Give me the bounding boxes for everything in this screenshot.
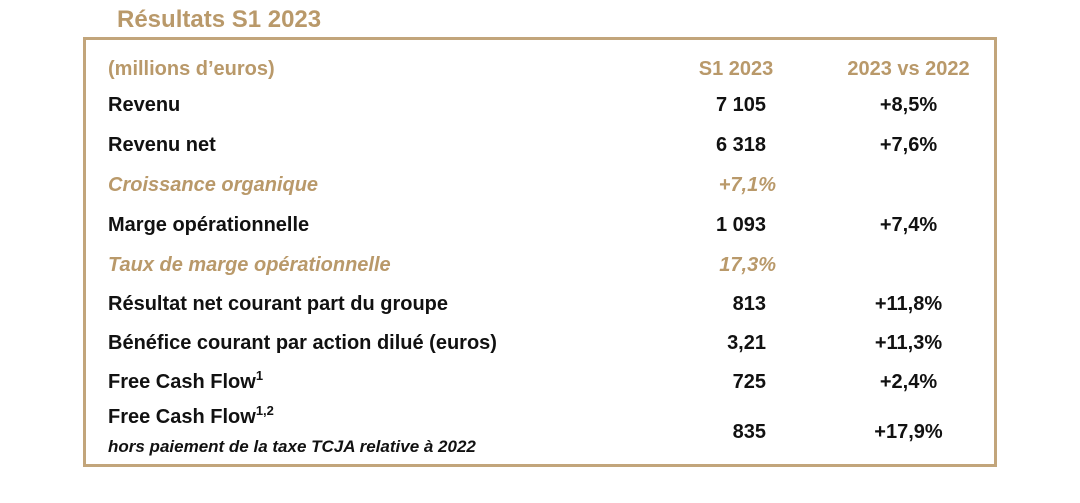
table-row-marge-operationnelle: Marge opérationnelle 1 093 +7,4% [86, 205, 994, 245]
results-table: (millions d’euros) S1 2023 2023 vs 2022 … [83, 37, 997, 467]
row-label: Croissance organique [108, 174, 319, 196]
row-variation: +11,3% [874, 332, 943, 354]
page-title: Résultats S1 2023 [117, 6, 322, 33]
table-row-revenu: Revenu 7 105 +8,5% [86, 85, 994, 125]
row-value: 725 [732, 371, 766, 393]
row-sublabel: hors paiement de la taxe TCJA relative à… [108, 437, 476, 456]
variation-header: 2023 vs 2022 [847, 58, 970, 80]
row-value: 813 [732, 293, 766, 315]
row-value: 3,21 [727, 332, 766, 354]
row-value: 17,3% [719, 254, 776, 276]
row-value: 1 093 [715, 214, 766, 236]
row-value: +7,1% [718, 174, 776, 196]
table-row-croissance-organique: Croissance organique +7,1% [86, 165, 994, 205]
row-label: Résultat net courant part du groupe [108, 293, 449, 315]
row-variation: +8,5% [879, 94, 938, 116]
row-label: Bénéfice courant par action dilué (euros… [108, 332, 497, 354]
table-header-row: (millions d’euros) S1 2023 2023 vs 2022 [86, 49, 994, 89]
footnote-marker: 1 [255, 368, 264, 383]
table-row-revenu-net: Revenu net 6 318 +7,6% [86, 125, 994, 165]
row-label: Revenu [108, 94, 181, 116]
row-label: Taux de marge opérationnelle [108, 254, 391, 276]
row-variation: +17,9% [874, 421, 943, 443]
row-value: 7 105 [715, 94, 766, 116]
row-value: 835 [732, 421, 766, 443]
table-row-taux-marge: Taux de marge opérationnelle 17,3% [86, 245, 994, 285]
table-row-free-cash-flow: Free Cash Flow1 725 +2,4% [86, 362, 994, 402]
row-variation: +7,6% [879, 134, 938, 156]
row-variation: +2,4% [879, 371, 938, 393]
footnote-marker: 1,2 [255, 403, 274, 418]
unit-header: (millions d’euros) [108, 58, 275, 80]
row-label: Free Cash Flow1 [108, 368, 264, 393]
table-row-resultat-net: Résultat net courant part du groupe 813 … [86, 284, 994, 324]
row-label: Marge opérationnelle [108, 214, 310, 236]
s1-2023-header: S1 2023 [698, 58, 774, 80]
row-value: 6 318 [715, 134, 766, 156]
table-row-benefice-par-action: Bénéfice courant par action dilué (euros… [86, 323, 994, 363]
row-label: Free Cash Flow1,2 [108, 403, 274, 428]
table-row-free-cash-flow-hors-tcja: Free Cash Flow1,2 hors paiement de la ta… [86, 401, 994, 461]
row-variation: +7,4% [879, 214, 938, 236]
row-variation: +11,8% [874, 293, 943, 315]
row-label: Revenu net [108, 134, 216, 156]
